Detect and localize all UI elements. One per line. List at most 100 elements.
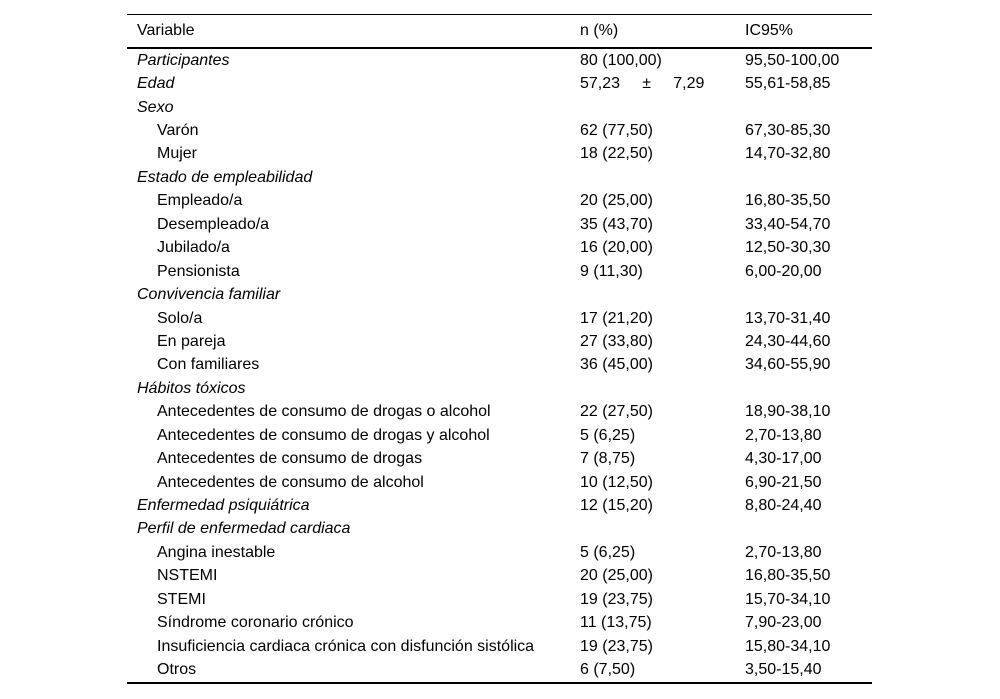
variable-cell: Estado de empleabilidad [137,169,313,186]
table-row: Antecedentes de consumo de alcohol 10 (12… [127,471,872,494]
statistics-table: Variable n (%) IC95% Participantes 80 (10… [127,14,872,684]
n-percent-cell: 22 (27,50) [580,404,653,421]
n-percent-cell: 10 (12,50) [580,474,653,491]
table-row: Solo/a 17 (21,20) 13,70-31,40 [127,307,872,330]
ic95-cell: 7,90-23,00 [745,615,822,632]
variable-cell: Convivencia familiar [137,287,281,304]
variable-cell: Hábitos tóxicos [137,380,246,397]
table-row: Perfil de enfermedad cardiaca [127,518,872,541]
variable-cell: Desempleado/a [157,216,270,233]
variable-cell: Participantes [137,52,230,69]
n-percent-cell: 11 (13,75) [580,615,652,632]
ic95-cell: 15,80-34,10 [745,638,831,655]
ic95-cell: 15,70-34,10 [745,591,831,608]
variable-cell: Otros [157,662,197,679]
variable-cell: Varón [157,123,199,140]
variable-cell: Jubilado/a [157,240,230,257]
table-row: Antecedentes de consumo de drogas o alco… [127,401,872,424]
variable-cell: Angina inestable [157,544,276,561]
ic95-cell: 67,30-85,30 [745,123,831,140]
ic95-cell: 24,30-44,60 [745,333,831,350]
ic95-cell: 4,30-17,00 [745,451,822,468]
ic95-cell: 2,70-13,80 [745,427,822,444]
ic95-cell: 33,40-54,70 [745,216,831,233]
table-row: Enfermedad psiquiátrica 12 (15,20) 8,80-24… [127,494,872,517]
variable-cell: Insuficiencia cardiaca crónica con disfu… [157,638,535,655]
n-percent-cell: 20 (25,00) [580,193,653,210]
n-percent-cell: 7 (8,75) [580,451,636,468]
table-row: Estado de empleabilidad [127,166,872,189]
table-header-row: Variable n (%) IC95% [127,15,872,49]
table-row: Participantes 80 (100,00) 95,50-100,00 [127,49,872,72]
ic95-cell: 16,80-35,50 [745,193,831,210]
table-row: Síndrome coronario crónico 11 (13,75) 7,90… [127,612,872,635]
variable-cell: En pareja [157,333,226,350]
table-row: Antecedentes de consumo de drogas y alco… [127,424,872,447]
ic95-cell: 8,80-24,40 [745,498,822,515]
table-row: Angina inestable 5 (6,25) 2,70-13,80 [127,541,872,564]
column-header-ic95: IC95% [745,23,794,39]
ic95-cell: 14,70-32,80 [745,146,831,163]
column-header-n-percent: n (%) [580,23,619,39]
variable-cell: Síndrome coronario crónico [157,615,354,632]
variable-cell: Antecedentes de consumo de drogas y alco… [157,427,490,444]
n-percent-cell: 57,23 ± 7,29 [580,76,705,93]
n-percent-cell: 27 (33,80) [580,333,653,350]
variable-cell: Antecedentes de consumo de drogas [157,451,423,468]
table-row: Con familiares 36 (45,00) 34,60-55,90 [127,354,872,377]
table-row: Desempleado/a 35 (43,70) 33,40-54,70 [127,213,872,236]
n-percent-cell: 5 (6,25) [580,427,636,444]
table-row: Empleado/a 20 (25,00) 16,80-35,50 [127,190,872,213]
n-percent-cell: 17 (21,20) [580,310,653,327]
table-row: Mujer 18 (22,50) 14,70-32,80 [127,143,872,166]
table-row: STEMI 19 (23,75) 15,70-34,10 [127,588,872,611]
ic95-cell: 95,50-100,00 [745,52,840,69]
ic95-cell: 34,60-55,90 [745,357,831,374]
variable-cell: Edad [137,76,175,93]
variable-cell: Pensionista [157,263,240,280]
table-row: Edad 57,23 ± 7,29 55,61-58,85 [127,72,872,95]
table-row: NSTEMI 20 (25,00) 16,80-35,50 [127,565,872,588]
variable-cell: Enfermedad psiquiátrica [137,498,310,515]
n-percent-cell: 19 (23,75) [580,638,653,655]
n-percent-cell: 9 (11,30) [580,263,643,280]
variable-cell: Empleado/a [157,193,243,210]
ic95-cell: 2,70-13,80 [745,544,822,561]
variable-cell: Solo/a [157,310,203,327]
variable-cell: Perfil de enfermedad cardiaca [137,521,351,538]
variable-cell: Antecedentes de consumo de drogas o alco… [157,404,491,421]
n-percent-cell: 6 (7,50) [580,662,636,679]
table-row: Hábitos tóxicos [127,377,872,400]
n-percent-cell: 19 (23,75) [580,591,653,608]
table-row: Antecedentes de consumo de drogas 7 (8,75… [127,447,872,470]
ic95-cell: 6,00-20,00 [745,263,822,280]
n-percent-cell: 18 (22,50) [580,146,653,163]
n-percent-cell: 36 (45,00) [580,357,653,374]
ic95-cell: 13,70-31,40 [745,310,831,327]
ic95-cell: 55,61-58,85 [745,76,831,93]
table-row: Insuficiencia cardiaca crónica con disfu… [127,635,872,658]
table-row: Otros 6 (7,50) 3,50-15,40 [127,658,872,681]
table-row: Jubilado/a 16 (20,00) 12,50-30,30 [127,237,872,260]
ic95-cell: 3,50-15,40 [745,662,822,679]
n-percent-cell: 80 (100,00) [580,52,662,69]
variable-cell: STEMI [157,591,206,608]
table-row: Convivencia familiar [127,283,872,306]
column-header-variable: Variable [137,23,195,39]
table-row: En pareja 27 (33,80) 24,30-44,60 [127,330,872,353]
table-row: Sexo [127,96,872,119]
ic95-cell: 6,90-21,50 [745,474,822,491]
variable-cell: Sexo [137,99,174,116]
variable-cell: Mujer [157,146,198,163]
n-percent-cell: 5 (6,25) [580,544,636,561]
table-row: Pensionista 9 (11,30) 6,00-20,00 [127,260,872,283]
ic95-cell: 16,80-35,50 [745,568,831,585]
n-percent-cell: 12 (15,20) [580,498,653,515]
n-percent-cell: 62 (77,50) [580,123,653,140]
variable-cell: Antecedentes de consumo de alcohol [157,474,424,491]
variable-cell: Con familiares [157,357,260,374]
table-row: Varón 62 (77,50) 67,30-85,30 [127,119,872,142]
ic95-cell: 12,50-30,30 [745,240,831,257]
n-percent-cell: 20 (25,00) [580,568,653,585]
n-percent-cell: 35 (43,70) [580,216,653,233]
